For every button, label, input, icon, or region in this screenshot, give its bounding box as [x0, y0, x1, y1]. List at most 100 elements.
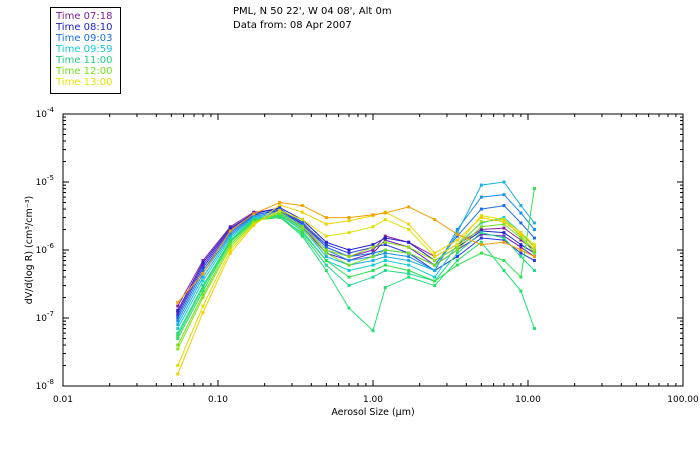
data-point: [519, 232, 523, 236]
data-point: [176, 327, 180, 331]
data-point: [455, 238, 459, 242]
legend-item: Time 11:00: [56, 55, 113, 66]
data-point: [519, 275, 523, 279]
data-point: [502, 204, 506, 208]
data-point: [407, 255, 411, 259]
data-point: [324, 268, 328, 272]
data-point: [519, 243, 523, 247]
data-point: [455, 228, 459, 232]
data-point: [300, 220, 304, 224]
data-point: [383, 286, 387, 290]
data-point: [201, 259, 205, 263]
data-point: [519, 231, 523, 235]
series: [176, 187, 536, 338]
data-point: [407, 251, 411, 255]
data-date-header: Data from: 08 Apr 2007: [233, 20, 352, 31]
data-point: [383, 218, 387, 222]
data-point: [176, 331, 180, 335]
data-point: [324, 222, 328, 226]
data-point: [252, 223, 256, 227]
data-point: [455, 263, 459, 267]
data-point: [502, 180, 506, 184]
data-point: [252, 212, 256, 216]
data-point: [201, 272, 205, 276]
x-tick-label: 1.00: [363, 395, 383, 405]
data-point: [502, 238, 506, 242]
data-point: [383, 259, 387, 263]
data-point: [407, 240, 411, 244]
data-point: [176, 372, 180, 376]
y-tick-label: 10-8: [36, 378, 54, 392]
data-point: [228, 243, 232, 247]
data-point: [532, 268, 536, 272]
y-tick-label: 10-7: [36, 310, 54, 324]
data-point: [532, 248, 536, 252]
data-point: [176, 308, 180, 312]
data-point: [455, 232, 459, 236]
data-point: [371, 251, 375, 255]
data-point: [300, 228, 304, 232]
data-point: [228, 226, 232, 230]
data-point: [324, 259, 328, 263]
data-point: [502, 234, 506, 238]
data-point: [347, 263, 351, 267]
data-point: [479, 240, 483, 244]
legend-item: Time 09:03: [56, 33, 113, 44]
data-point: [502, 268, 506, 272]
data-point: [300, 232, 304, 236]
data-point: [407, 222, 411, 226]
data-point: [324, 234, 328, 238]
y-tick-label: 10-5: [36, 174, 54, 188]
data-point: [519, 238, 523, 242]
y-axis-title: dV/d(log R) (cm³/cm⁻³): [24, 196, 35, 305]
data-point: [455, 255, 459, 259]
data-point: [228, 248, 232, 252]
data-point: [176, 336, 180, 340]
data-point: [201, 289, 205, 293]
data-point: [407, 245, 411, 249]
data-point: [176, 334, 180, 338]
data-point: [479, 195, 483, 199]
data-point: [176, 347, 180, 351]
data-point: [176, 300, 180, 304]
data-point: [176, 304, 180, 308]
data-point: [347, 259, 351, 263]
data-point: [347, 219, 351, 223]
data-point: [176, 316, 180, 320]
data-point: [433, 255, 437, 259]
data-point: [479, 228, 483, 232]
series: [176, 210, 536, 351]
legend-item: Time 13:00: [56, 77, 113, 88]
data-point: [228, 232, 232, 236]
data-point: [502, 220, 506, 224]
data-point: [300, 231, 304, 235]
data-point: [519, 245, 523, 249]
data-point: [176, 319, 180, 323]
data-point: [479, 183, 483, 187]
data-point: [383, 240, 387, 244]
data-point: [324, 216, 328, 220]
data-point: [519, 204, 523, 208]
data-point: [532, 245, 536, 249]
data-point: [278, 203, 282, 207]
data-point: [502, 218, 506, 222]
data-point: [324, 245, 328, 249]
data-point: [433, 251, 437, 255]
data-point: [407, 263, 411, 267]
data-point: [278, 200, 282, 204]
data-point: [532, 221, 536, 225]
data-point: [479, 229, 483, 233]
data-point: [407, 259, 411, 263]
data-point: [455, 231, 459, 235]
data-point: [532, 259, 536, 263]
data-point: [433, 279, 437, 283]
data-point: [300, 210, 304, 214]
data-point: [278, 216, 282, 220]
data-point: [532, 255, 536, 259]
data-point: [324, 263, 328, 267]
data-point: [347, 268, 351, 272]
data-point: [455, 243, 459, 247]
data-point: [519, 255, 523, 259]
legend-item: Time 12:00: [56, 66, 113, 77]
data-point: [502, 193, 506, 197]
